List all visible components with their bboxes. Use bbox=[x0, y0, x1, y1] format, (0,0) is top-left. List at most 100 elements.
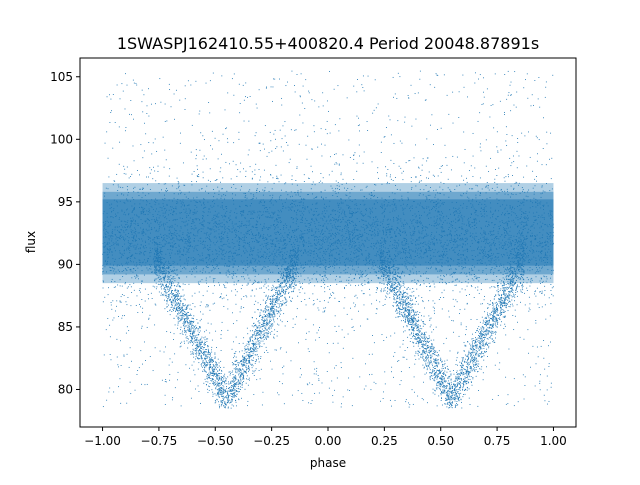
data-point bbox=[337, 239, 339, 240]
data-point bbox=[531, 279, 533, 281]
data-point bbox=[311, 250, 312, 252]
data-point bbox=[329, 233, 331, 235]
data-point bbox=[310, 188, 312, 190]
data-point bbox=[379, 225, 381, 227]
data-point bbox=[278, 252, 280, 254]
data-point bbox=[481, 249, 483, 251]
data-point bbox=[122, 255, 124, 257]
data-point bbox=[274, 220, 275, 222]
data-point bbox=[187, 236, 189, 238]
data-point bbox=[302, 241, 304, 243]
data-point bbox=[152, 285, 154, 287]
data-point bbox=[174, 223, 176, 225]
data-point bbox=[308, 283, 310, 285]
data-point bbox=[161, 189, 162, 191]
data-point bbox=[125, 263, 127, 265]
data-point bbox=[539, 257, 541, 259]
data-point bbox=[153, 256, 155, 258]
data-point bbox=[334, 190, 336, 192]
data-point bbox=[434, 249, 436, 251]
data-point bbox=[451, 247, 453, 249]
data-point bbox=[148, 220, 150, 222]
data-point bbox=[403, 240, 405, 242]
data-point bbox=[401, 248, 403, 249]
data-point bbox=[232, 193, 233, 195]
data-point bbox=[461, 245, 463, 247]
data-point bbox=[380, 221, 382, 223]
data-point bbox=[213, 279, 215, 281]
data-point bbox=[379, 281, 381, 283]
data-point bbox=[460, 238, 461, 240]
data-point bbox=[106, 236, 108, 238]
data-point bbox=[468, 268, 470, 270]
data-point bbox=[244, 236, 245, 238]
data-point bbox=[193, 212, 195, 214]
data-point bbox=[114, 229, 116, 231]
data-point bbox=[271, 188, 273, 190]
data-point bbox=[324, 208, 326, 209]
data-point bbox=[389, 245, 391, 247]
data-point bbox=[227, 240, 228, 242]
data-point bbox=[187, 264, 189, 266]
data-point bbox=[385, 234, 387, 236]
data-point bbox=[509, 207, 511, 209]
data-point bbox=[546, 278, 548, 280]
data-point bbox=[519, 252, 521, 254]
data-point bbox=[466, 257, 468, 259]
data-point bbox=[438, 250, 440, 252]
data-point bbox=[284, 239, 286, 241]
data-point bbox=[378, 242, 380, 244]
data-point bbox=[254, 269, 256, 271]
data-point bbox=[307, 229, 309, 231]
data-point bbox=[316, 265, 318, 267]
data-point bbox=[463, 216, 465, 218]
data-point bbox=[536, 262, 538, 264]
data-point bbox=[286, 243, 288, 245]
data-point bbox=[337, 210, 339, 212]
data-point bbox=[127, 261, 129, 263]
data-point bbox=[349, 223, 351, 224]
data-point bbox=[132, 217, 134, 219]
data-point bbox=[183, 205, 185, 207]
data-point bbox=[333, 292, 335, 294]
data-point bbox=[532, 212, 534, 214]
data-point bbox=[251, 237, 252, 239]
data-point bbox=[115, 213, 117, 215]
data-point bbox=[536, 271, 538, 273]
data-point bbox=[375, 217, 377, 219]
data-point bbox=[400, 220, 402, 222]
data-point bbox=[226, 237, 228, 238]
data-point bbox=[298, 281, 300, 282]
data-point bbox=[102, 213, 104, 215]
data-point bbox=[402, 231, 404, 233]
data-point bbox=[473, 219, 475, 221]
data-point bbox=[532, 206, 534, 207]
data-point bbox=[419, 221, 420, 223]
data-point bbox=[271, 197, 273, 199]
data-point bbox=[520, 218, 522, 219]
data-point bbox=[456, 246, 458, 248]
data-point bbox=[423, 251, 425, 253]
data-point bbox=[440, 211, 442, 213]
data-point bbox=[258, 281, 260, 283]
data-point bbox=[155, 250, 156, 252]
data-point bbox=[110, 222, 112, 223]
data-point bbox=[407, 223, 409, 225]
data-point bbox=[253, 282, 255, 284]
data-point bbox=[319, 257, 321, 259]
data-point bbox=[276, 237, 278, 239]
data-point bbox=[130, 261, 132, 263]
data-point bbox=[247, 282, 249, 284]
data-point bbox=[367, 267, 369, 269]
data-point bbox=[350, 253, 351, 255]
data-point bbox=[221, 249, 223, 251]
data-point bbox=[214, 214, 216, 216]
data-point bbox=[546, 262, 548, 263]
data-point bbox=[456, 185, 458, 187]
data-point bbox=[193, 234, 195, 236]
data-point bbox=[478, 220, 480, 222]
data-point bbox=[500, 246, 502, 248]
data-point bbox=[519, 218, 521, 220]
data-point bbox=[548, 234, 549, 235]
data-point bbox=[330, 295, 332, 296]
